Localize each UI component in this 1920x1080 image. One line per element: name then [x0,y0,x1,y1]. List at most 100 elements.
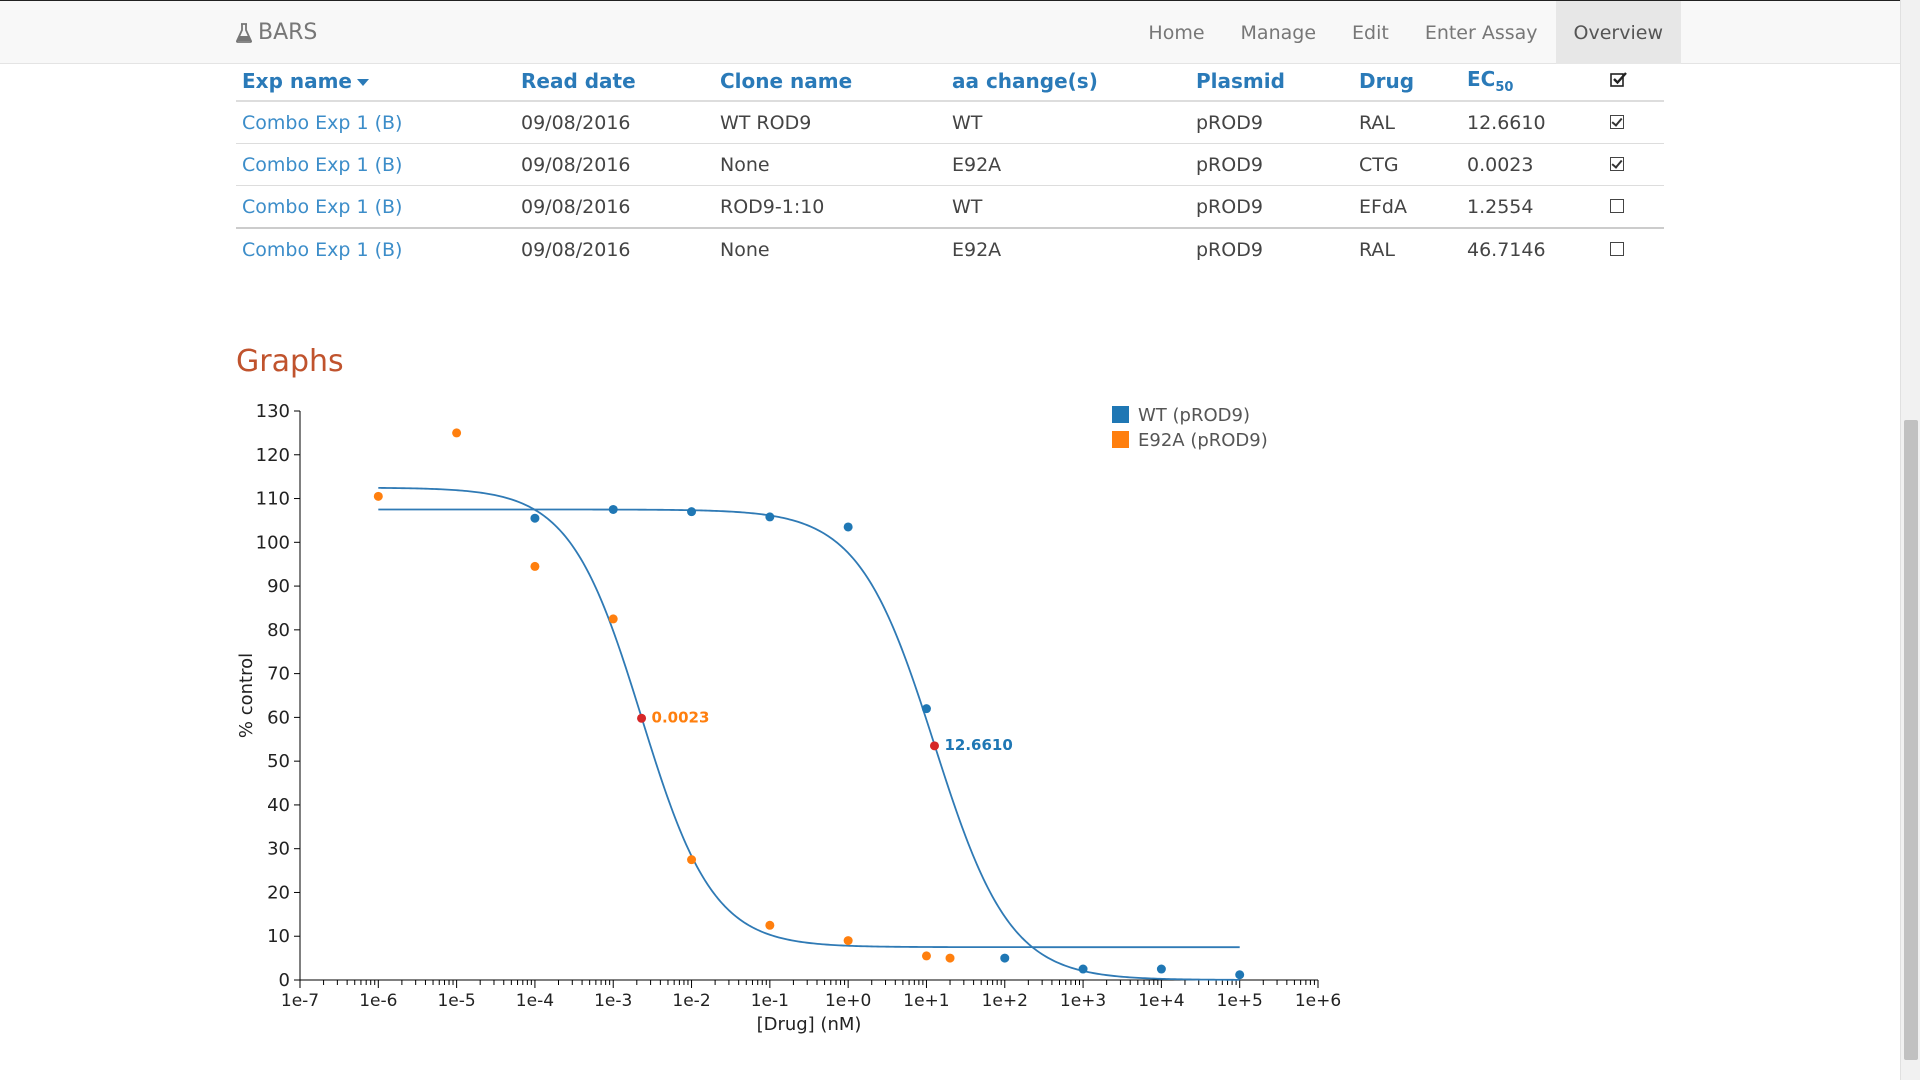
header-plasmid[interactable]: Plasmid [1190,62,1353,102]
nav-home[interactable]: Home [1148,21,1205,44]
cell-drug: EFdA [1353,185,1461,228]
header-ec50[interactable]: EC50 [1461,62,1604,102]
cell-read-date: 09/08/2016 [515,143,714,186]
x-tick-label: 1e+4 [1138,991,1184,1011]
header-read-date[interactable]: Read date [515,62,714,102]
nav-enter-assay[interactable]: Enter Assay [1424,21,1538,44]
fit-curve-1 [378,486,1240,949]
row-select-checkbox[interactable] [1610,114,1624,129]
nav-manage[interactable]: Manage [1240,21,1317,44]
legend-label: WT (pROD9) [1138,405,1250,426]
y-tick-label: 60 [267,707,290,728]
graphs-heading: Graphs [236,344,344,379]
row-select-checkbox[interactable] [1610,198,1624,213]
data-point [765,920,775,930]
y-axis-label: % control [236,653,257,738]
x-tick-label: 1e+6 [1295,991,1341,1011]
row-select-checkbox[interactable] [1610,156,1624,171]
header-select-all[interactable] [1604,62,1664,102]
cell-aa-change: WT [946,185,1190,228]
data-point [608,504,618,514]
x-tick-label: 1e+5 [1217,991,1263,1011]
data-point [843,522,853,532]
x-tick-label: 1e+3 [1060,991,1106,1011]
header-drug[interactable]: Drug [1353,62,1461,102]
y-tick-label: 10 [267,926,290,947]
x-tick-label: 1e-2 [672,991,710,1011]
cell-select [1604,227,1664,270]
nav-edit[interactable]: Edit [1352,21,1389,44]
y-tick-label: 90 [267,576,290,597]
x-tick-label: 1e-6 [359,991,397,1011]
x-axis-label: [Drug] (nM) [757,1014,862,1035]
data-point [1156,964,1166,974]
table-row: Combo Exp 1 (B) 09/08/2016 None E92A pROD9 RA… [236,227,1664,270]
data-point [945,953,955,963]
legend-swatch [1112,406,1129,423]
scrollbar-thumb[interactable] [1904,420,1918,1060]
cell-read-date: 09/08/2016 [515,100,714,144]
y-tick-label: 0 [279,970,290,991]
cell-ec50: 0.0023 [1461,143,1604,186]
x-tick-label: 1e-7 [281,991,319,1011]
exp-name-link[interactable]: Combo Exp 1 (B) [242,111,403,134]
y-tick-label: 80 [267,620,290,641]
ec50-label: 0.0023 [652,708,710,726]
table-row: Combo Exp 1 (B) 09/08/2016 WT ROD9 WT pROD9 R… [236,100,1664,144]
cell-exp-name: Combo Exp 1 (B) [236,143,515,186]
exp-name-link[interactable]: Combo Exp 1 (B) [242,195,403,218]
nav-overview[interactable]: Overview [1555,1,1681,64]
data-point [530,513,540,523]
exp-name-link[interactable]: Combo Exp 1 (B) [242,153,403,176]
cell-clone-name: ROD9-1:10 [714,185,946,228]
exp-name-link[interactable]: Combo Exp 1 (B) [242,238,403,261]
sort-caret-icon [356,79,369,86]
y-tick-label: 20 [267,882,290,903]
cell-aa-change: WT [946,100,1190,144]
cell-clone-name: None [714,227,946,270]
data-point [765,512,775,522]
scrollbar[interactable] [1900,0,1920,1080]
data-point [921,951,931,961]
window-top-edge [0,0,1900,1]
data-point [373,491,383,501]
data-point [687,855,697,865]
header-ec50-base: EC [1467,67,1496,91]
legend-label: E92A (pROD9) [1138,430,1268,451]
data-point [921,704,931,714]
header-clone-name[interactable]: Clone name [714,62,946,102]
ec50-marker [637,713,647,723]
data-point [1000,953,1010,963]
data-point [1235,970,1245,980]
x-tick-label: 1e-5 [437,991,475,1011]
y-tick-label: 100 [256,532,290,553]
y-tick-label: 30 [267,839,290,860]
cell-plasmid: pROD9 [1190,185,1353,228]
flask-icon [236,22,252,43]
cell-exp-name: Combo Exp 1 (B) [236,100,515,144]
header-aa-change[interactable]: aa change(s) [946,62,1190,102]
cell-clone-name: None [714,143,946,186]
cell-select [1604,143,1664,186]
cell-drug: RAL [1353,100,1461,144]
ec50-label: 12.6610 [944,736,1012,754]
y-tick-label: 70 [267,664,290,685]
y-tick-label: 120 [256,445,290,466]
data-point [1078,964,1088,974]
data-point [687,507,697,517]
brand[interactable]: BARS [236,1,317,64]
cell-read-date: 09/08/2016 [515,227,714,270]
select-all-checkbox-icon[interactable] [1610,69,1627,87]
header-exp-name-label: Exp name [242,69,352,93]
data-point [843,936,853,946]
cell-clone-name: WT ROD9 [714,100,946,144]
header-exp-name[interactable]: Exp name [236,62,515,102]
table-row: Combo Exp 1 (B) 09/08/2016 None E92A pROD9 CT… [236,143,1664,186]
cell-plasmid: pROD9 [1190,143,1353,186]
data-point [530,561,540,571]
cell-aa-change: E92A [946,143,1190,186]
row-select-checkbox[interactable] [1610,241,1624,256]
legend-swatch [1112,431,1129,448]
data-point [452,428,462,438]
